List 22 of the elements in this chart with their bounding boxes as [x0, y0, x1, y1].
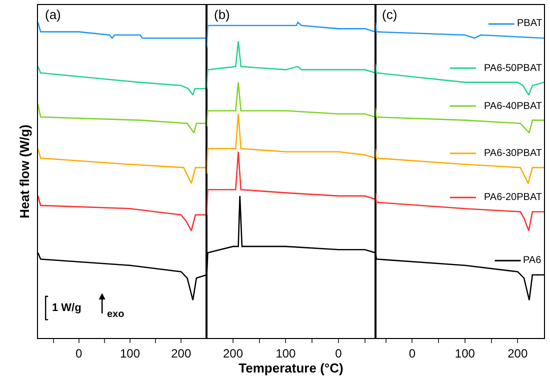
- legend-label: PA6-40PBAT: [484, 101, 542, 112]
- text: (a): [45, 7, 61, 22]
- legend-label: PA6: [523, 255, 542, 266]
- text: (c): [382, 7, 398, 22]
- y-axis-title: Heat flow (W/g): [16, 124, 32, 218]
- legend-label: PA6-50PBAT: [484, 63, 542, 74]
- x-tick-label: 200: [223, 346, 244, 360]
- x-tick-label: 100: [120, 346, 140, 360]
- legend-label: PA6-30PBAT: [484, 148, 542, 159]
- x-axis-title: Temperature (°C): [238, 360, 344, 376]
- x-tick-label: 100: [454, 346, 476, 360]
- x-tick-label: 0: [335, 346, 342, 360]
- x-tick-label: 100: [276, 346, 296, 360]
- x-tick-label: 200: [171, 346, 192, 360]
- x-tick-label: 200: [508, 346, 528, 360]
- x-tick-label: 0: [408, 346, 416, 360]
- text: (b): [214, 7, 230, 22]
- legend-label: PBAT: [517, 18, 542, 29]
- x-tick-label: 0: [76, 346, 83, 360]
- legend-label: PA6-20PBAT: [484, 192, 542, 203]
- annotation: 1 W/g: [52, 302, 82, 314]
- annotation: exo: [107, 309, 124, 320]
